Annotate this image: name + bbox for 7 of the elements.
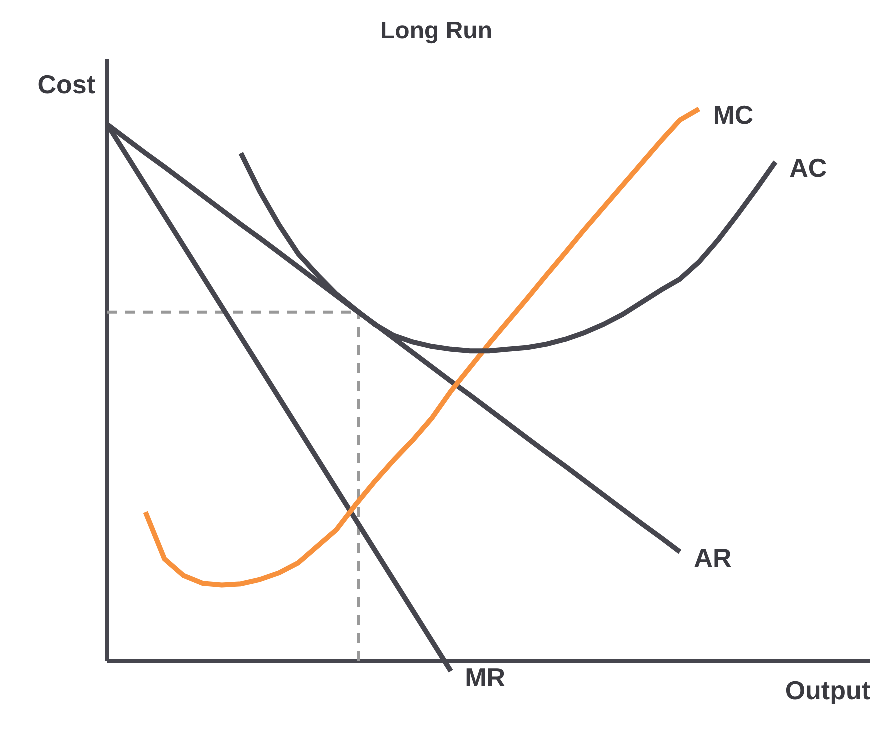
series-label: MC <box>713 100 754 130</box>
series-label: AR <box>694 543 732 574</box>
series-label: AC <box>790 153 828 184</box>
y-axis-title: Cost <box>38 70 96 100</box>
x-axis-title: Output <box>785 675 871 706</box>
chart-title: Long Run <box>380 18 492 44</box>
series-label: MR <box>465 662 506 692</box>
